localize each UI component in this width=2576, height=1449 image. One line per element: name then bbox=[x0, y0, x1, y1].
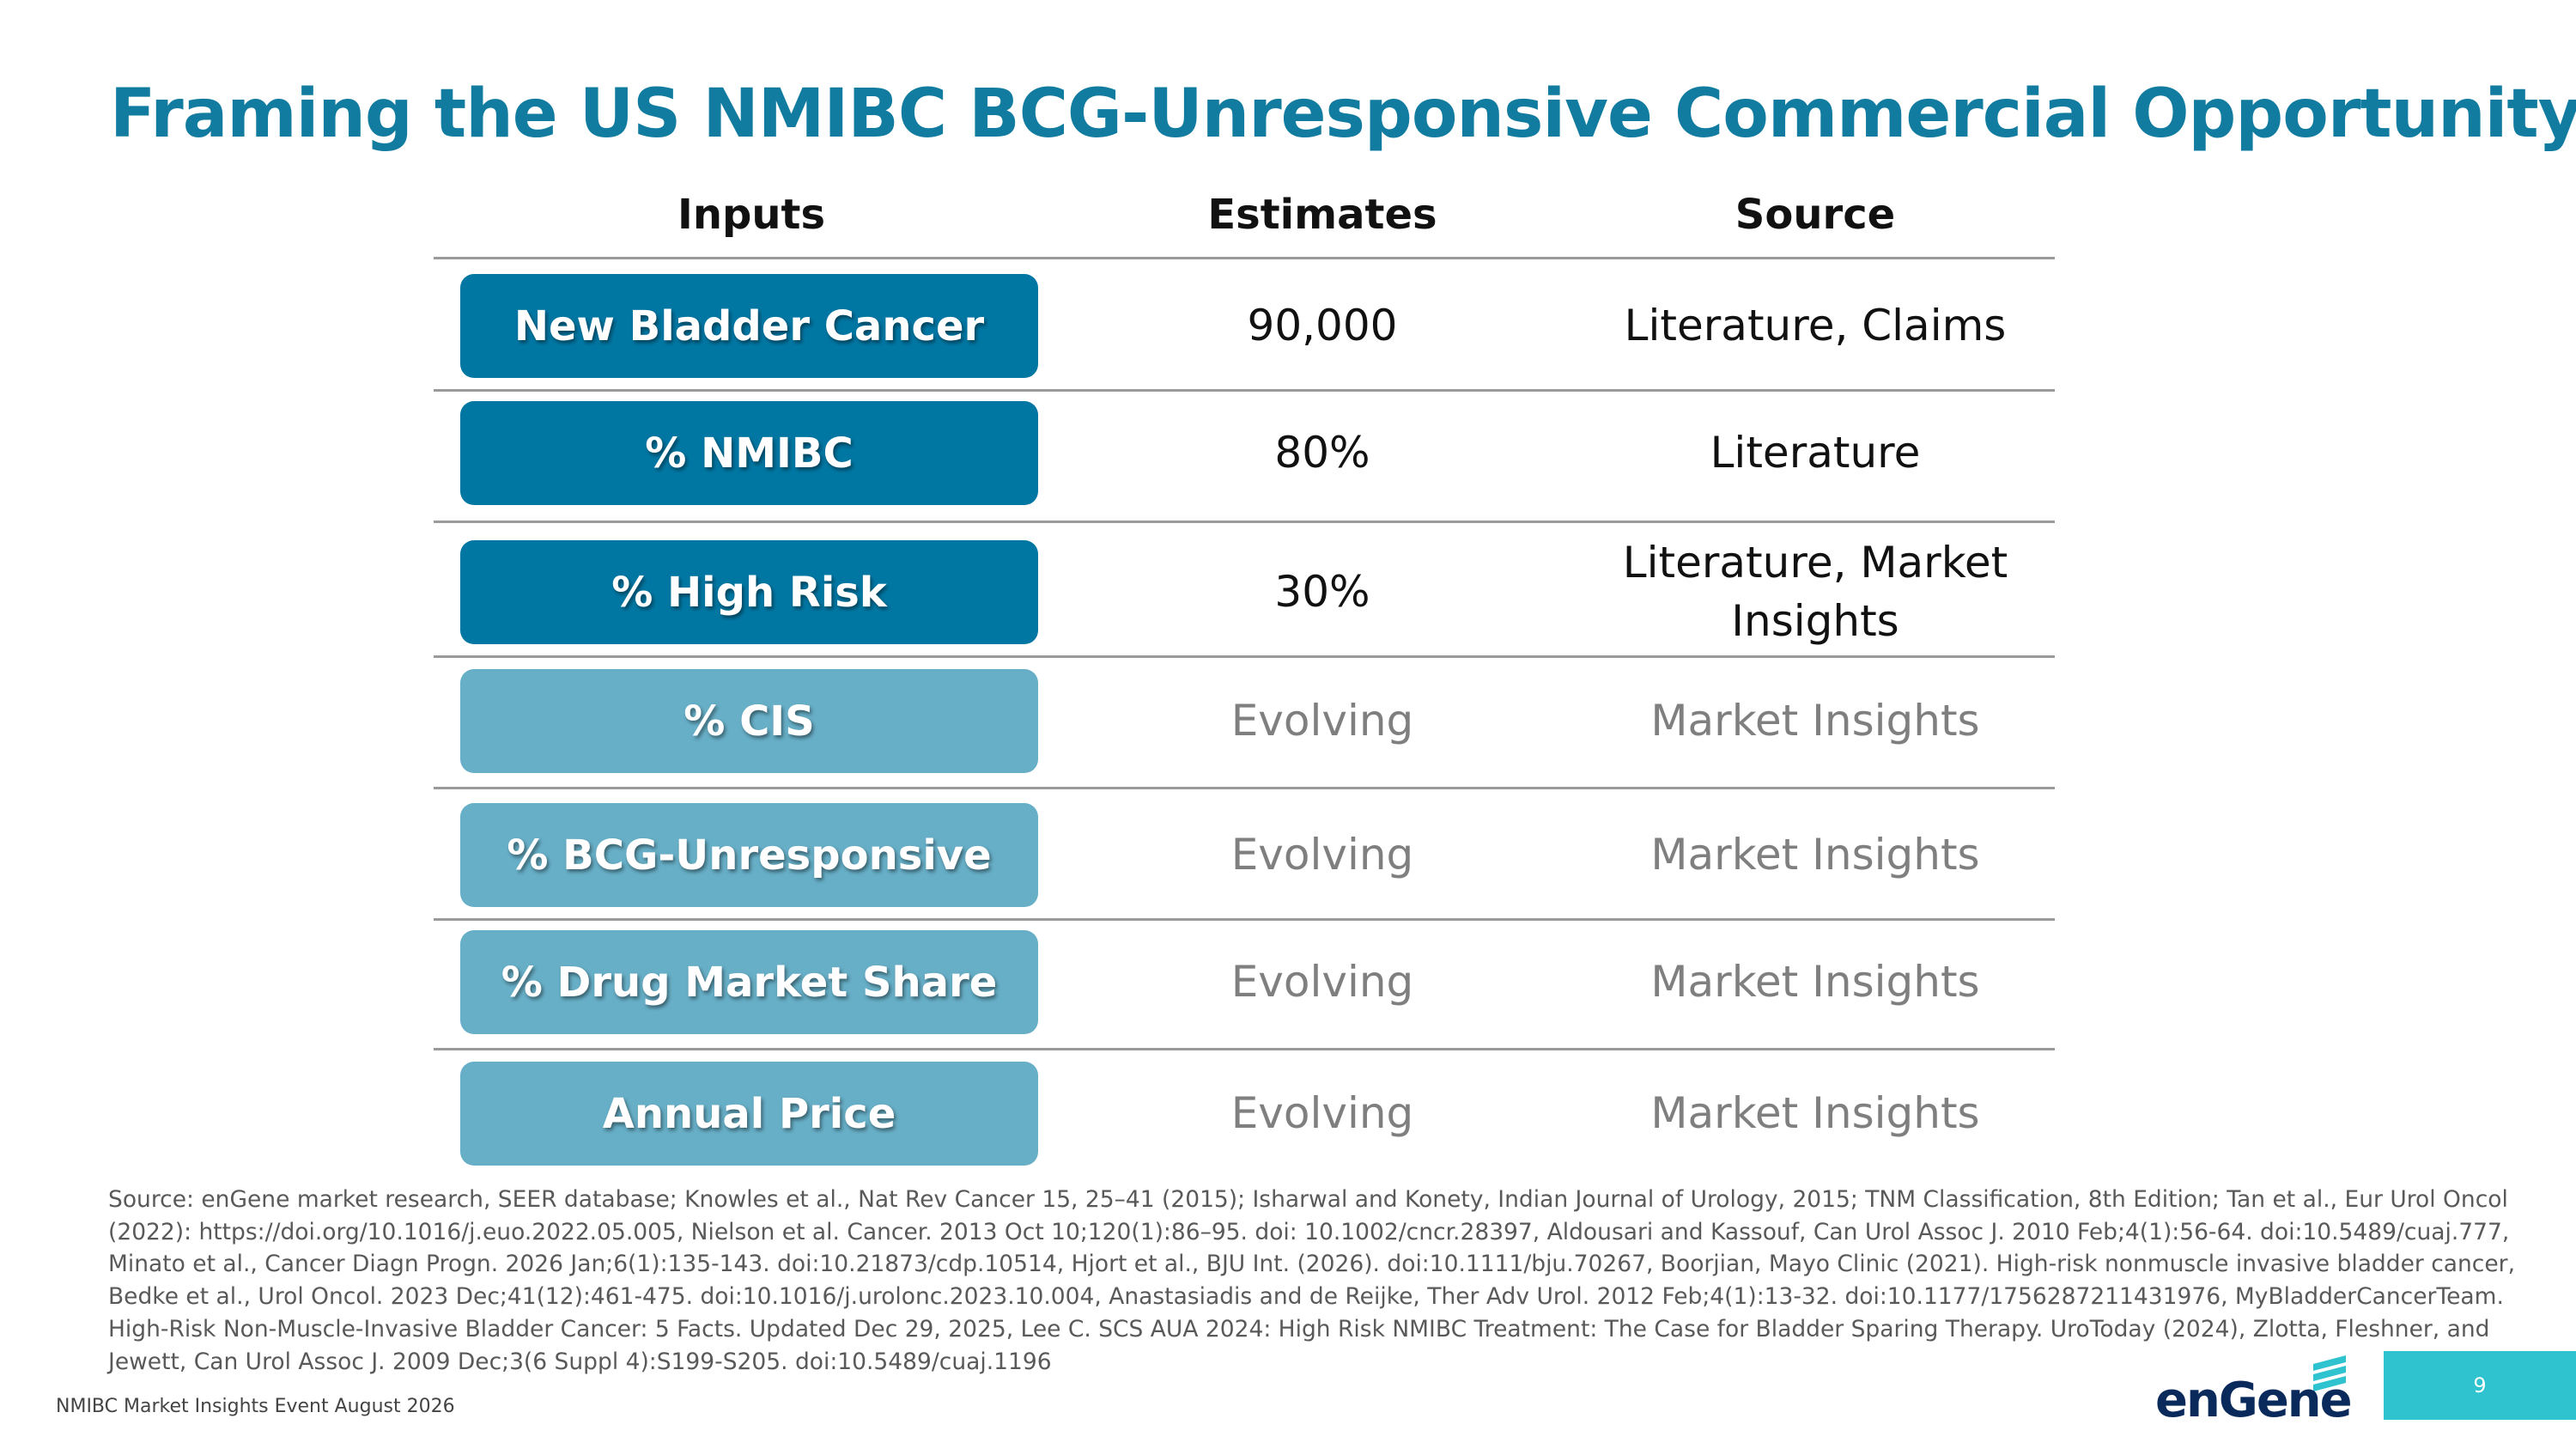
estimate-cell: Evolving bbox=[1230, 830, 1414, 880]
source-cell: Market Insights bbox=[1650, 1088, 1980, 1138]
row-rule bbox=[434, 389, 2055, 392]
input-pill: % Drug Market Share bbox=[460, 930, 1038, 1034]
input-pill: Annual Price bbox=[460, 1062, 1038, 1166]
input-pill: % CIS bbox=[460, 669, 1038, 773]
row-rule bbox=[434, 787, 2055, 789]
estimate-cell: 80% bbox=[1274, 428, 1370, 478]
input-pill: % BCG-Unresponsive bbox=[460, 803, 1038, 907]
estimate-cell: Evolving bbox=[1230, 957, 1414, 1007]
estimate-cell: 90,000 bbox=[1247, 301, 1398, 350]
logo-mark bbox=[2313, 1355, 2346, 1391]
page-number: 9 bbox=[2473, 1373, 2487, 1397]
input-pill: New Bladder Cancer bbox=[460, 274, 1038, 378]
source-cell: Literature, Claims bbox=[1624, 301, 2007, 350]
row-rule bbox=[434, 521, 2055, 523]
page-number-box bbox=[2384, 1351, 2576, 1420]
row-rule bbox=[434, 1048, 2055, 1050]
row-rule bbox=[434, 918, 2055, 921]
source-cell: Market Insights bbox=[1650, 830, 1980, 880]
footer-event: NMIBC Market Insights Event August 2026 bbox=[56, 1396, 455, 1417]
input-pill: % NMIBC bbox=[460, 401, 1038, 505]
source-cell: Literature bbox=[1710, 428, 1921, 478]
source-cell: Market Insights bbox=[1650, 696, 1980, 746]
input-pill: % High Risk bbox=[460, 540, 1038, 644]
source-cell: Literature, Market Insights bbox=[1622, 538, 2008, 646]
row-rule bbox=[434, 655, 2055, 658]
estimate-cell: 30% bbox=[1274, 567, 1370, 617]
source-cell: Market Insights bbox=[1650, 957, 1980, 1007]
footnote: Source: enGene market research, SEER dat… bbox=[108, 1186, 2515, 1375]
column-header: Source bbox=[1735, 191, 1896, 239]
estimate-cell: Evolving bbox=[1230, 1088, 1414, 1138]
header-rule bbox=[434, 257, 2055, 259]
slide-title: Framing the US NMIBC BCG-Unresponsive Co… bbox=[110, 76, 2576, 153]
logo: enGene bbox=[2155, 1373, 2353, 1428]
column-header: Inputs bbox=[677, 191, 826, 239]
column-header: Estimates bbox=[1207, 191, 1437, 239]
estimate-cell: Evolving bbox=[1230, 696, 1414, 746]
